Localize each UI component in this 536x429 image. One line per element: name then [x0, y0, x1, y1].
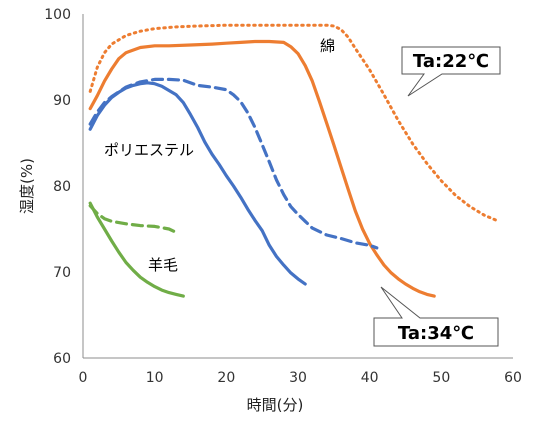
series-line-cotton-ta22 — [88, 23, 501, 223]
callout-ta34: Ta:34℃ — [373, 286, 499, 347]
series-line-cotton-ta34 — [88, 39, 436, 298]
callout-ta22: Ta:22℃ — [401, 46, 501, 97]
y-tick-label: 80 — [53, 179, 71, 195]
x-tick-label: 10 — [146, 370, 164, 386]
series-layer — [88, 23, 501, 298]
series-line-wool-ta34 — [88, 201, 185, 298]
y-tick-label: 60 — [53, 351, 71, 367]
callout-ta22-text: Ta:22℃ — [413, 51, 489, 72]
x-tick-labels: 0 10 20 30 40 50 60 — [79, 370, 522, 386]
x-tick-label: 20 — [217, 370, 235, 386]
callout-ta22-box — [401, 46, 501, 97]
series-line-wool-ta22 — [88, 204, 178, 234]
y-tick-labels: 60 70 80 90 100 — [44, 7, 71, 367]
callout-ta34-box — [373, 286, 499, 347]
y-axis-title: 湿度(%) — [18, 158, 36, 214]
y-tick-label: 90 — [53, 93, 71, 109]
y-tick-label: 100 — [44, 7, 71, 23]
callout-ta34-text: Ta:34℃ — [398, 323, 474, 344]
x-tick-label: 0 — [79, 370, 88, 386]
series-label-polyester: ポリエステル — [104, 141, 194, 159]
x-tick-label: 60 — [504, 370, 522, 386]
series-label-cotton: 綿 — [320, 37, 335, 55]
x-tick-label: 30 — [289, 370, 307, 386]
x-tick-label: 50 — [432, 370, 450, 386]
x-tick-label: 40 — [361, 370, 379, 386]
x-axis-title: 時間(分) — [247, 396, 304, 414]
y-tick-label: 70 — [53, 265, 71, 281]
series-label-wool: 羊毛 — [148, 256, 178, 274]
series-line-polyester-ta22 — [88, 77, 379, 250]
